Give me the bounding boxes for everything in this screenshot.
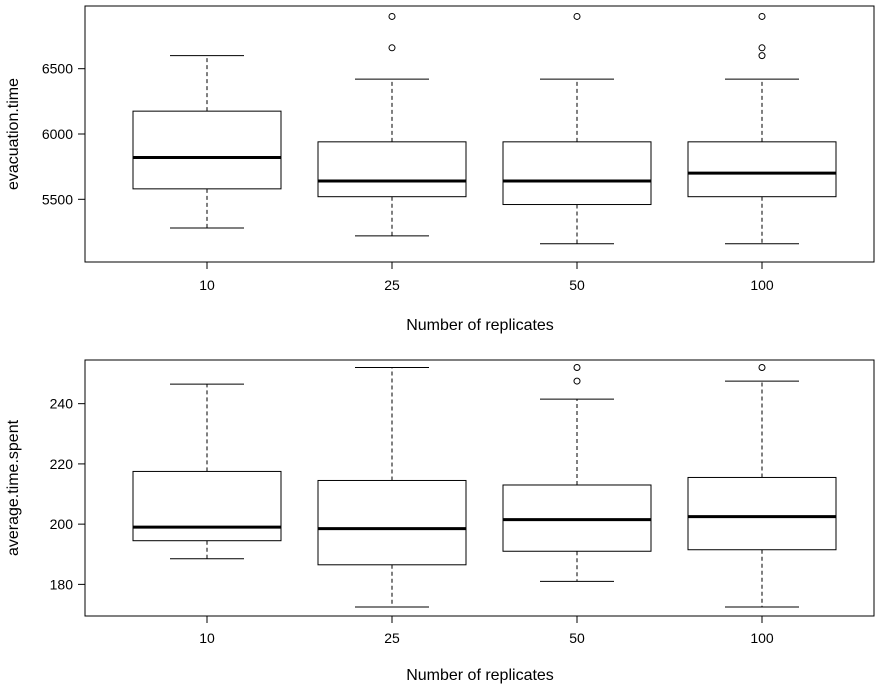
outlier-point xyxy=(758,52,766,60)
x-axis-title: Number of replicates xyxy=(406,667,554,684)
box-100 xyxy=(687,12,837,245)
iqr-box xyxy=(687,476,837,551)
y-tick-label: 220 xyxy=(50,456,74,472)
x-tick-label: 100 xyxy=(750,630,774,646)
box-50 xyxy=(502,364,652,582)
outlier-point xyxy=(758,44,766,52)
box-100 xyxy=(687,364,837,608)
x-tick-label: 50 xyxy=(569,277,585,293)
box-50 xyxy=(502,12,652,245)
outlier-point xyxy=(388,12,396,20)
x-tick-label: 100 xyxy=(750,277,774,293)
box-25 xyxy=(317,367,467,608)
x-tick-label: 25 xyxy=(384,630,400,646)
x-axis-title: Number of replicates xyxy=(406,317,554,334)
outlier-point xyxy=(573,12,581,20)
y-axis-title: average.time.spent xyxy=(5,419,22,556)
outlier-point xyxy=(758,364,766,372)
box-10 xyxy=(132,383,282,560)
box-25 xyxy=(317,12,467,237)
y-tick-label: 200 xyxy=(50,516,74,532)
y-tick-label: 6000 xyxy=(42,126,73,142)
plot-frame xyxy=(84,359,875,617)
outlier-point xyxy=(388,44,396,52)
chart-panel-1: 5500 6000 6500 10 25 50 100 Number of replicate… xyxy=(5,5,875,334)
box-10 xyxy=(132,55,282,229)
x-tick-label: 50 xyxy=(569,630,585,646)
chart-panel-2: 180 200 220 240 10 25 50 100 Number of replicate… xyxy=(5,359,875,684)
iqr-box xyxy=(317,141,467,198)
y-tick-label: 5500 xyxy=(42,191,73,207)
outlier-point xyxy=(758,12,766,20)
x-tick-label: 10 xyxy=(199,630,215,646)
iqr-box xyxy=(132,110,282,190)
iqr-box xyxy=(132,470,282,542)
y-axis-title: evacuation.time xyxy=(5,78,22,190)
outlier-point xyxy=(573,364,581,372)
outlier-point xyxy=(573,377,581,385)
x-tick-label: 25 xyxy=(384,277,400,293)
y-tick-label: 6500 xyxy=(42,61,73,77)
x-tick-label: 10 xyxy=(199,277,215,293)
iqr-box xyxy=(687,141,837,198)
iqr-box xyxy=(502,484,652,552)
iqr-box xyxy=(502,141,652,206)
y-tick-label: 240 xyxy=(50,396,74,412)
y-tick-label: 180 xyxy=(50,576,74,592)
iqr-box xyxy=(317,479,467,566)
